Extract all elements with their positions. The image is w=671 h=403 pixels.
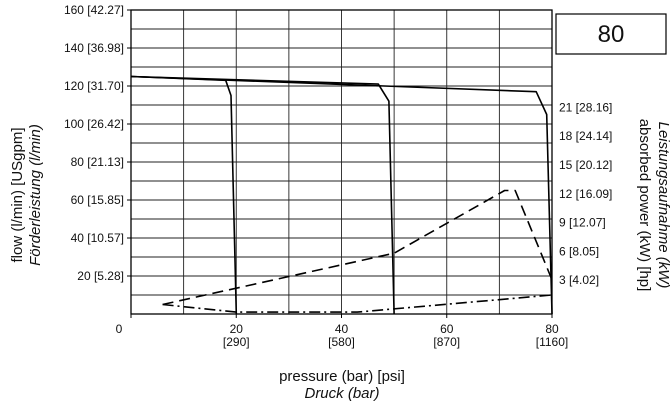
y-tick-label: 140 [36.98]: [64, 41, 124, 55]
tick-labels: 0 20[290] 40[580] 60[870] 80[1160] 20 [5.28] 4…: [64, 3, 612, 349]
grid: [131, 10, 552, 314]
value-badge: 80: [555, 13, 667, 55]
y-tick-label: 40 [10.57]: [71, 231, 124, 245]
series-line-solid-2: [130, 75, 395, 315]
x-tick-sublabel: [580]: [328, 335, 355, 349]
x-tick-label: 0: [116, 322, 123, 336]
y-tick-label: 60 [15.85]: [71, 193, 124, 207]
series-line-dashdot-5: [162, 294, 553, 313]
y2-tick-label: 3 [4.02]: [559, 273, 599, 287]
y-tick-label: 80 [21.13]: [71, 155, 124, 169]
y2-tick-label: 6 [8.05]: [559, 244, 599, 258]
x-axis-title: pressure (bar) [psi]: [279, 368, 405, 385]
y2-tick-label: 21 [28.16]: [559, 100, 612, 114]
y2-tick-label: 18 [24.14]: [559, 129, 612, 143]
x-tick-sublabel: [870]: [433, 335, 460, 349]
x-tick-sublabel: [1160]: [536, 335, 568, 349]
x-tick-label: 60: [440, 322, 454, 336]
y2-axis-title: absorbed power (kW) [hp]: [636, 119, 653, 292]
series-line-dashed-4: [162, 189, 553, 306]
series-line-solid-3: [130, 75, 553, 315]
y-axis-title: flow (l/min) [USgpm]: [9, 127, 26, 262]
y2-axis-title-de: Leistungsaufnahme (kW): [655, 122, 671, 289]
y-tick-label: 120 [31.70]: [64, 79, 124, 93]
y2-tick-label: 12 [16.09]: [559, 187, 612, 201]
x-tick-label: 20: [230, 322, 244, 336]
y-tick-label: 100 [26.42]: [64, 117, 124, 131]
x-tick-label: 40: [335, 322, 349, 336]
y2-tick-label: 15 [20.12]: [559, 158, 612, 172]
x-axis-title-de: Druck (bar): [304, 385, 379, 402]
series-lines: [130, 75, 553, 315]
y-axis-title-de: Förderleistung (l/min): [27, 124, 44, 266]
y2-tick-label: 9 [12.07]: [559, 216, 606, 230]
axes: [127, 9, 553, 318]
value-badge-text: 80: [598, 21, 625, 48]
y-tick-label: 160 [42.27]: [64, 3, 124, 17]
y-tick-label: 20 [5.28]: [77, 269, 124, 283]
x-tick-sublabel: [290]: [223, 335, 250, 349]
x-tick-label: 80: [545, 322, 559, 336]
value-badge-box: [555, 13, 667, 55]
